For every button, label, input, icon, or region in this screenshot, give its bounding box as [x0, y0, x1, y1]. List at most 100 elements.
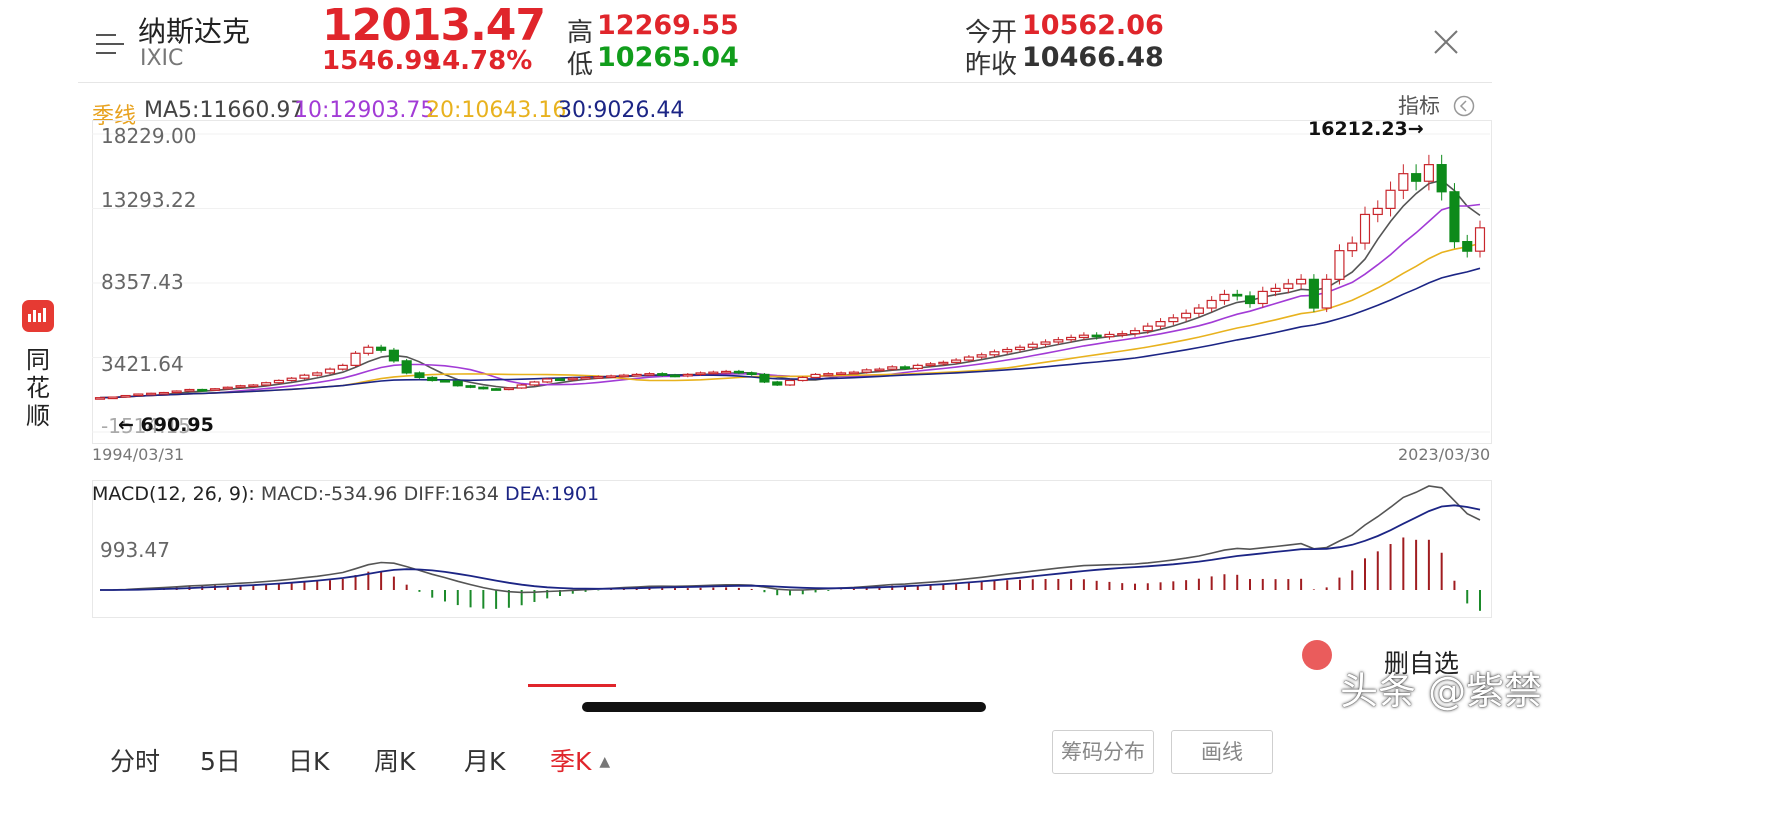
chips-distribution-button[interactable]: 筹码分布 — [1052, 730, 1154, 774]
candle-body — [708, 371, 719, 375]
candle-body — [414, 372, 425, 379]
x-end-label: 2023/03/30 — [1398, 445, 1491, 464]
candle-body — [1436, 164, 1447, 193]
app-logo-icon[interactable] — [22, 300, 54, 332]
candle-body — [784, 379, 796, 386]
high-value: 12269.55 — [597, 10, 739, 41]
candle-body — [1334, 250, 1345, 280]
candle-body — [925, 363, 936, 366]
index-name: 纳斯达克 — [138, 15, 251, 48]
menu-icon[interactable] — [96, 32, 124, 56]
candle-body — [1423, 164, 1434, 182]
open-value: 10562.06 — [1022, 10, 1164, 41]
price-change-pct: 14.78% — [424, 46, 533, 76]
candle-body — [682, 373, 693, 377]
candle-body — [146, 392, 157, 396]
indicator-button[interactable]: 指标 — [1398, 90, 1475, 120]
header-divider — [78, 82, 1492, 83]
candle-body — [337, 364, 348, 370]
candle-body — [376, 346, 387, 351]
candle-body — [1066, 336, 1077, 341]
candle-body — [1014, 346, 1026, 351]
candle-body — [746, 372, 757, 376]
low-label: 低 — [567, 50, 594, 80]
watchlist-toggle-icon[interactable] — [1302, 640, 1332, 670]
kline-chart-panel[interactable] — [92, 120, 1492, 444]
candle-body — [567, 377, 578, 381]
candle-body — [823, 373, 834, 376]
candle-body — [1270, 287, 1281, 293]
candle-body — [197, 388, 208, 392]
candle-body — [759, 373, 770, 383]
candle-body — [1104, 333, 1115, 338]
indicator-label: 指标 — [1398, 94, 1440, 118]
candle-body — [1244, 295, 1256, 305]
remove-watchlist-button[interactable]: 删自选 — [1384, 649, 1460, 678]
tab-quarterly-k[interactable]: 季K ▲ — [550, 742, 610, 778]
macd-chart — [99, 485, 1481, 611]
candle-body — [657, 373, 668, 376]
ma20-line — [99, 242, 1481, 399]
candle-body — [963, 356, 974, 361]
candle-body — [1385, 189, 1396, 209]
candle-body — [874, 368, 885, 372]
candle-body — [1347, 242, 1358, 252]
candle-body — [669, 374, 681, 378]
candle-body — [1040, 341, 1051, 345]
candle-body — [120, 394, 131, 398]
candle-body — [593, 376, 604, 379]
candle-body — [695, 372, 706, 376]
candle-body — [1053, 339, 1064, 343]
candle-body — [554, 378, 566, 382]
caret-up-icon: ▲ — [599, 754, 611, 770]
tab-intraday[interactable]: 分时 — [110, 747, 161, 776]
macd-panel[interactable] — [92, 480, 1492, 618]
watermark: 头条 @紫禁 — [1340, 669, 1543, 713]
ma20-value: 20:10643.16 — [426, 98, 567, 123]
candle-body — [1027, 343, 1038, 348]
candle-body — [1117, 333, 1128, 336]
active-tab-underline — [528, 684, 616, 687]
current-price: 12013.47 — [322, 0, 546, 51]
candle-body — [797, 376, 808, 382]
candle-body — [1129, 330, 1141, 335]
candle-body — [1308, 278, 1319, 309]
high-label: 高 — [567, 18, 594, 48]
candle-body — [606, 375, 617, 379]
candle-body — [299, 374, 310, 379]
tab-monthly-k[interactable]: 月K — [464, 747, 506, 776]
candle-body — [1411, 173, 1422, 182]
kline-chart — [92, 133, 1490, 433]
candle-body — [861, 369, 872, 373]
candle-body — [478, 386, 489, 390]
candle-body — [1232, 293, 1243, 297]
candle-body — [899, 366, 911, 369]
candle-body — [1155, 321, 1166, 327]
candle-body — [1091, 334, 1102, 338]
y-label-5: -1514.15 — [101, 414, 191, 438]
candle-body — [836, 372, 847, 376]
candle-body — [516, 384, 527, 389]
diff-value: DIFF:1634 — [403, 483, 499, 505]
x-start-label: 1994/03/31 — [92, 445, 185, 464]
close-icon[interactable] — [1432, 28, 1460, 56]
candle-body — [286, 377, 297, 382]
ma5-value: MA5:11660.97 — [144, 98, 305, 123]
draw-line-button[interactable]: 画线 — [1171, 730, 1273, 774]
candle-body — [452, 380, 463, 387]
index-code: IXIC — [140, 46, 184, 71]
tab-daily-k[interactable]: 日K — [288, 747, 330, 776]
ma10-line — [99, 203, 1481, 399]
candle-body — [235, 385, 246, 388]
candle-body — [772, 381, 783, 386]
low-value: 10265.04 — [597, 42, 739, 73]
candle-body — [1296, 278, 1307, 285]
tab-5day[interactable]: 5日 — [200, 747, 241, 776]
max-annotation: 16212.23→ — [1308, 118, 1424, 140]
candle-body — [644, 373, 655, 376]
candle-body — [1142, 325, 1153, 332]
candle-body — [631, 373, 642, 377]
tab-weekly-k[interactable]: 周K — [374, 747, 416, 776]
candle-body — [465, 385, 476, 388]
y-label-3: 8357.43 — [101, 270, 184, 294]
